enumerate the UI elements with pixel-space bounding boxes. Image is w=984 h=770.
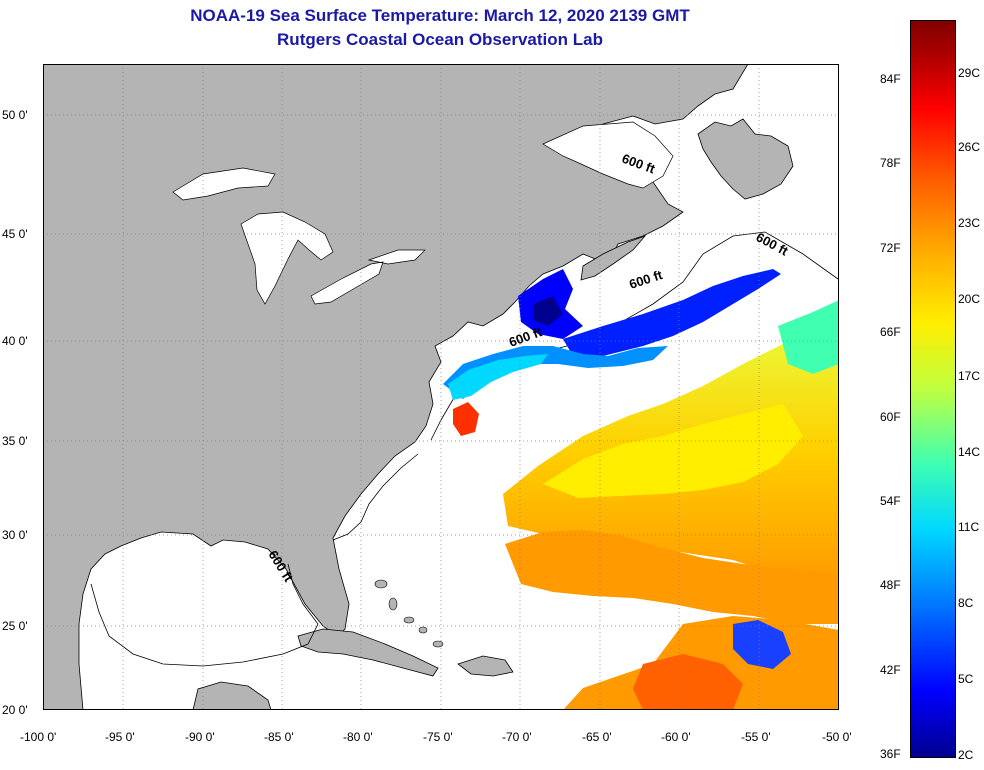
- sst-map: 600 ft 600 ft 600 ft 600 ft 600 ft: [43, 64, 839, 710]
- lon-label-100: -100 0': [20, 730, 57, 744]
- lon-label-75: -75 0': [423, 730, 453, 744]
- colorbar-c-26: 26C: [958, 140, 981, 154]
- colorbar-c-8: 8C: [958, 596, 974, 610]
- lon-label-85: -85 0': [264, 730, 294, 744]
- lon-label-80: -80 0': [343, 730, 373, 744]
- lake-michigan-huron: [240, 211, 334, 305]
- lat-label-45: 45 0': [2, 227, 28, 241]
- colorbar-c-2: 2C: [958, 748, 974, 762]
- gulf-st-lawrence: [542, 121, 674, 189]
- lake-erie-ontario: [310, 249, 426, 305]
- lon-label-65: -65 0': [582, 730, 612, 744]
- lat-label-35: 35 0': [2, 434, 28, 448]
- colorbar-f-78: 78F: [880, 156, 901, 170]
- sst-warm-offshore: [453, 300, 839, 710]
- colorbar-c-29: 29C: [958, 66, 981, 80]
- colorbar-f-54: 54F: [880, 494, 901, 508]
- lon-label-95: -95 0': [105, 730, 135, 744]
- cuba-land: [297, 628, 439, 677]
- lat-label-50: 50 0': [2, 108, 28, 122]
- colorbar-c-14: 14C: [958, 445, 981, 459]
- map-frame: [43, 64, 839, 710]
- colorbar-f-60: 60F: [880, 410, 901, 424]
- lat-label-20: 20 0': [2, 703, 28, 717]
- colorbar-f-84: 84F: [880, 72, 901, 86]
- colorbar-c-23: 23C: [958, 216, 981, 230]
- colorbar-f-36: 36F: [880, 747, 901, 761]
- lat-label-40: 40 0': [2, 334, 28, 348]
- colorbar-f-48: 48F: [880, 578, 901, 592]
- colorbar-f-42: 42F: [880, 663, 901, 677]
- colorbar-c-20: 20C: [958, 292, 981, 306]
- colorbar-c-5: 5C: [958, 672, 974, 686]
- map-title: NOAA-19 Sea Surface Temperature: March 1…: [190, 6, 690, 25]
- temperature-colorbar: [910, 20, 956, 758]
- lon-label-55: -55 0': [741, 730, 771, 744]
- colorbar-f-66: 66F: [880, 325, 901, 339]
- colorbar-c-11: 11C: [958, 520, 980, 534]
- hispaniola-land: [457, 655, 514, 677]
- lake-superior: [172, 167, 276, 201]
- yucatan-land: [192, 681, 272, 710]
- lon-label-90: -90 0': [185, 730, 215, 744]
- sst-cold-shelf-water: [443, 269, 781, 400]
- colorbar-c-17: 17C: [958, 369, 981, 383]
- graticule: [43, 64, 839, 710]
- lon-label-60: -60 0': [661, 730, 691, 744]
- colorbar-gradient: [910, 20, 956, 758]
- bahamas-islands: [374, 579, 444, 648]
- lon-label-70: -70 0': [502, 730, 532, 744]
- colorbar-f-72: 72F: [880, 241, 901, 255]
- newfoundland-land: [697, 118, 794, 200]
- map-subtitle: Rutgers Coastal Ocean Observation Lab: [277, 30, 603, 49]
- lon-label-50: -50 0': [822, 730, 852, 744]
- lat-label-25: 25 0': [2, 619, 28, 633]
- nova-scotia-land: [580, 235, 647, 281]
- lat-label-30: 30 0': [2, 528, 28, 542]
